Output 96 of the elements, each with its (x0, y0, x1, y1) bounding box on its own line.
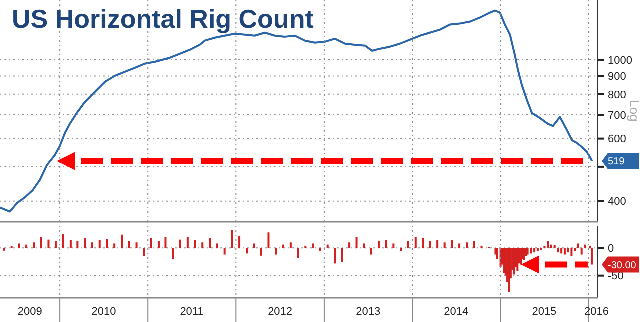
bar (202, 242, 204, 248)
bar (334, 248, 336, 264)
bar (536, 248, 539, 252)
bar (547, 242, 550, 248)
y-tick-label: 400 (608, 196, 626, 208)
bar (319, 248, 322, 252)
bar (18, 244, 20, 248)
bar (451, 240, 454, 248)
bar (356, 237, 358, 248)
bar (436, 240, 439, 248)
bar (54, 242, 57, 248)
y-tick-label: 900 (608, 71, 626, 84)
bar (268, 232, 270, 248)
bar (70, 240, 72, 248)
bar (422, 238, 424, 248)
line-series (0, 10, 594, 213)
bar (224, 248, 226, 255)
bar (508, 248, 510, 292)
bar (494, 248, 497, 255)
bar (348, 242, 351, 248)
bar (76, 242, 79, 248)
bar (580, 248, 583, 255)
bar (143, 248, 146, 256)
bar (570, 248, 573, 256)
bar (554, 245, 556, 248)
x-tick-label: 2011 (180, 306, 204, 318)
bar (194, 240, 196, 248)
bar (172, 248, 174, 260)
bar (121, 234, 124, 248)
bar (297, 248, 300, 258)
x-tick-label: 2015 (532, 306, 557, 318)
bar (564, 248, 566, 255)
bar (534, 248, 536, 253)
bar (179, 240, 182, 248)
bar (567, 248, 570, 253)
y-tick-label: 1000 (608, 54, 632, 67)
bar (136, 242, 138, 248)
bar (275, 248, 278, 255)
x-tick-label: 2013 (356, 306, 381, 318)
bar (400, 248, 402, 252)
bar (530, 248, 532, 254)
bar (164, 237, 167, 248)
bar (590, 248, 593, 265)
bar (98, 240, 101, 248)
bar (312, 244, 314, 248)
bar (128, 242, 130, 248)
y-tick-label: 600 (608, 134, 626, 146)
bar (577, 244, 580, 248)
y-tick-label: 0 (608, 243, 614, 256)
bar (216, 244, 218, 248)
x-tick-label: 2009 (18, 306, 42, 318)
bar (253, 244, 256, 248)
annotation: 519 (608, 156, 626, 168)
bar (444, 242, 446, 248)
bar (231, 230, 234, 248)
bar (525, 248, 528, 256)
bar (341, 248, 344, 262)
bar (91, 242, 94, 248)
bar (260, 248, 262, 256)
bar (150, 238, 152, 248)
x-tick-label: 2012 (268, 306, 293, 318)
bar (414, 237, 417, 248)
bar (158, 242, 160, 248)
x-tick-label: 2016 (584, 306, 610, 318)
x-tick-label: 2014 (444, 306, 469, 318)
bar (106, 239, 108, 248)
y-tick-label: 800 (608, 89, 626, 102)
chart-title: US Horizontal Rig Count (12, 4, 314, 34)
bar (33, 242, 36, 248)
bar (209, 238, 212, 248)
bar (560, 248, 563, 254)
bar (246, 248, 248, 254)
bar (466, 242, 468, 248)
bar (363, 244, 366, 248)
bar (186, 237, 189, 248)
bar (458, 244, 461, 248)
bar (84, 238, 86, 248)
bar (114, 244, 116, 248)
bar (407, 242, 410, 248)
bar (385, 240, 388, 248)
bar (370, 248, 372, 255)
y-axis-title: Log (627, 100, 640, 122)
y-tick-label: 700 (608, 110, 626, 122)
bar (473, 242, 476, 248)
annotation: -30.00 (608, 260, 637, 272)
bar (557, 248, 560, 253)
bar (392, 244, 395, 248)
bar (238, 236, 241, 248)
bar (40, 237, 42, 248)
bar (3, 248, 6, 251)
x-tick-label: 2010 (92, 306, 116, 318)
bar (290, 242, 292, 248)
bar (516, 248, 519, 272)
bar (378, 242, 380, 248)
bar (48, 240, 50, 248)
bar (429, 242, 432, 248)
